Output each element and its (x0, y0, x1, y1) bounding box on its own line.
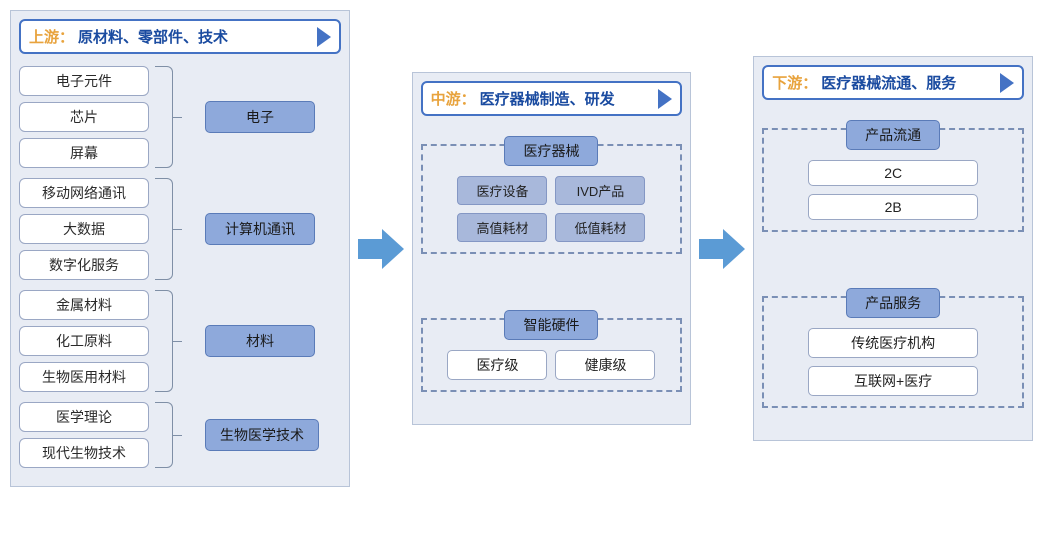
item-pill: 化工原料 (19, 326, 149, 356)
sub-chip: 2B (808, 194, 978, 220)
panel-medical-devices: 医疗器械 医疗设备 IVD产品 高值耗材 低值耗材 (421, 144, 683, 254)
midstream-header: 中游： 医疗器械制造、研发 (421, 81, 683, 116)
midstream-column: 中游： 医疗器械制造、研发 医疗器械 医疗设备 IVD产品 高值耗材 低值耗材 … (412, 72, 692, 425)
category-chip: 电子 (205, 101, 315, 133)
item-pill: 芯片 (19, 102, 149, 132)
panel-services: 产品服务 传统医疗机构 互联网+医疗 (762, 296, 1024, 408)
midstream-header-label: 中游： (431, 88, 476, 109)
item-pill: 移动网络通讯 (19, 178, 149, 208)
bracket-icon (155, 178, 173, 280)
item-pill: 金属材料 (19, 290, 149, 320)
bracket-icon (155, 402, 173, 468)
downstream-header: 下游： 医疗器械流通、服务 (762, 65, 1024, 100)
chevron-right-icon (658, 89, 672, 109)
chevron-right-icon (1000, 73, 1014, 93)
sub-chip: 高值耗材 (457, 213, 547, 242)
upstream-column: 上游： 原材料、零部件、技术 电子元件 芯片 屏幕 电子 移动网络通讯 大数据 … (10, 10, 350, 487)
panel-title: 产品服务 (846, 288, 940, 318)
item-pill: 大数据 (19, 214, 149, 244)
group-electronics: 电子元件 芯片 屏幕 电子 (19, 66, 341, 168)
item-pill: 生物医用材料 (19, 362, 149, 392)
item-pill: 数字化服务 (19, 250, 149, 280)
item-pill: 屏幕 (19, 138, 149, 168)
upstream-header-label: 上游： (29, 26, 74, 47)
flow-arrow-icon (358, 229, 404, 269)
sub-chip: 2C (808, 160, 978, 186)
downstream-header-text: 医疗器械流通、服务 (821, 72, 956, 93)
sub-chip: 传统医疗机构 (808, 328, 978, 358)
upstream-header: 上游： 原材料、零部件、技术 (19, 19, 341, 54)
sub-chip: 医疗级 (447, 350, 547, 380)
flow-arrow-icon (699, 229, 745, 269)
group-biomed: 医学理论 现代生物技术 生物医学技术 (19, 402, 341, 468)
panel-title: 产品流通 (846, 120, 940, 150)
item-pill: 现代生物技术 (19, 438, 149, 468)
sub-chip: 互联网+医疗 (808, 366, 978, 396)
group-materials: 金属材料 化工原料 生物医用材料 材料 (19, 290, 341, 392)
upstream-header-text: 原材料、零部件、技术 (78, 26, 228, 47)
panel-title: 智能硬件 (504, 310, 598, 340)
panel-distribution: 产品流通 2C 2B (762, 128, 1024, 232)
downstream-header-label: 下游： (772, 72, 817, 93)
industry-chain-diagram: 上游： 原材料、零部件、技术 电子元件 芯片 屏幕 电子 移动网络通讯 大数据 … (10, 10, 1033, 487)
bracket-icon (155, 66, 173, 168)
category-chip: 生物医学技术 (205, 419, 319, 451)
item-pill: 医学理论 (19, 402, 149, 432)
sub-chip: 健康级 (555, 350, 655, 380)
bracket-icon (155, 290, 173, 392)
sub-chip: IVD产品 (555, 176, 645, 205)
sub-chip: 低值耗材 (555, 213, 645, 242)
downstream-column: 下游： 医疗器械流通、服务 产品流通 2C 2B 产品服务 传统医疗机构 互联网… (753, 56, 1033, 441)
panel-smart-hardware: 智能硬件 医疗级 健康级 (421, 318, 683, 392)
category-chip: 材料 (205, 325, 315, 357)
category-chip: 计算机通讯 (205, 213, 315, 245)
midstream-header-text: 医疗器械制造、研发 (480, 88, 615, 109)
sub-chip: 医疗设备 (457, 176, 547, 205)
item-pill: 电子元件 (19, 66, 149, 96)
chevron-right-icon (317, 27, 331, 47)
panel-title: 医疗器械 (504, 136, 598, 166)
group-computing: 移动网络通讯 大数据 数字化服务 计算机通讯 (19, 178, 341, 280)
